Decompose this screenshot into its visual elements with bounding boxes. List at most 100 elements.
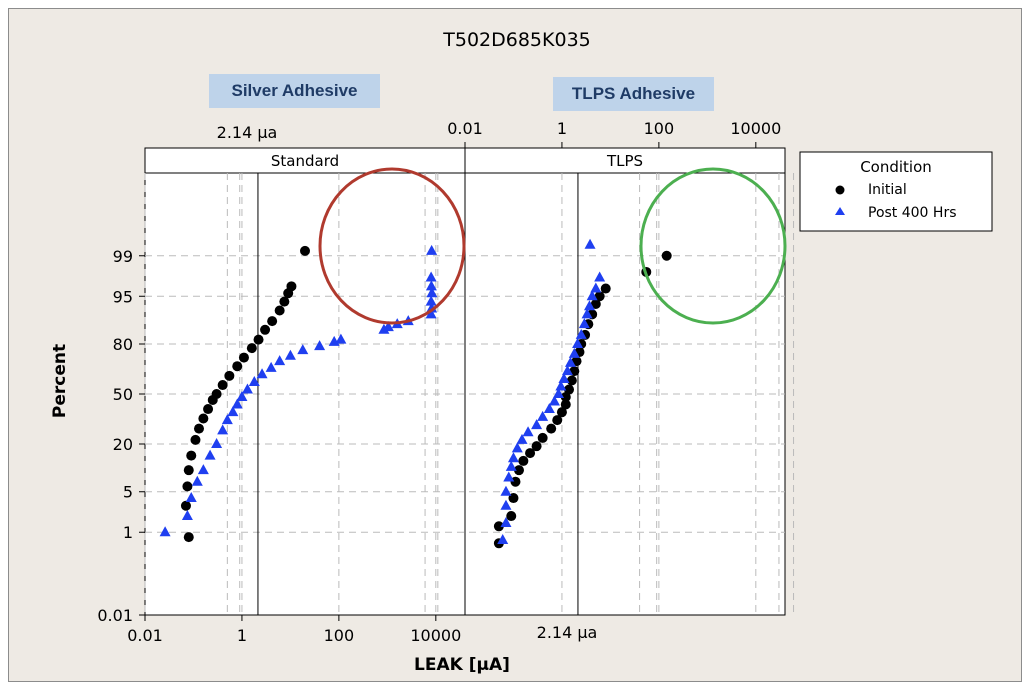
legend-title: Condition — [860, 158, 932, 176]
point-initial — [286, 281, 297, 292]
panel-strip-standard — [144, 147, 466, 174]
point-post-400-hrs — [221, 414, 233, 425]
point-initial — [566, 375, 577, 386]
point-post-400-hrs — [211, 438, 223, 449]
x-tick-label-bottom: 10000 — [410, 626, 461, 645]
point-post-400-hrs — [581, 308, 593, 319]
y-tick-label: 1 — [123, 523, 133, 542]
y-tick-label: 20 — [113, 435, 133, 454]
point-post-400-hrs — [191, 475, 203, 486]
point-post-400-hrs — [590, 282, 602, 293]
y-tick-label: 50 — [113, 385, 133, 404]
point-post-400-hrs — [425, 271, 437, 282]
point-post-400-hrs — [564, 356, 576, 367]
panel-title-standard: Standard — [271, 152, 339, 170]
x-tick-label-top: 10000 — [730, 119, 781, 138]
point-post-400-hrs — [335, 333, 347, 344]
point-post-400-hrs — [227, 406, 239, 417]
chart-title: T502D685K035 — [442, 29, 591, 51]
point-post-400-hrs — [382, 321, 394, 332]
point-initial — [211, 389, 222, 399]
point-initial — [246, 343, 257, 354]
point-post-400-hrs — [378, 323, 390, 334]
point-post-400-hrs — [497, 534, 509, 545]
point-initial — [267, 316, 278, 327]
point-initial — [274, 305, 285, 316]
point-post-400-hrs — [256, 368, 268, 379]
point-initial — [300, 245, 310, 256]
point-initial — [198, 413, 209, 424]
y-tick-label: 80 — [113, 335, 133, 354]
point-post-400-hrs — [558, 372, 570, 383]
point-post-400-hrs — [507, 452, 519, 463]
panel-strip-tlps — [464, 147, 786, 174]
point-post-400-hrs — [575, 328, 587, 339]
point-post-400-hrs — [274, 355, 286, 366]
x-tick-label-bottom: 100 — [324, 626, 355, 645]
point-post-400-hrs — [426, 287, 438, 298]
x-tick-label-top: 1 — [557, 119, 567, 138]
point-initial — [217, 380, 228, 391]
point-initial — [203, 404, 214, 415]
legend-marker-initial — [835, 185, 845, 195]
point-post-400-hrs — [236, 390, 248, 401]
point-initial — [537, 432, 548, 443]
point-initial — [518, 455, 529, 466]
point-post-400-hrs — [561, 365, 573, 376]
point-post-400-hrs — [555, 380, 567, 391]
point-post-400-hrs — [248, 376, 260, 387]
data-marks — [159, 238, 672, 549]
x-tick-label-top: 0.01 — [447, 119, 483, 138]
point-initial — [513, 465, 524, 476]
axes: 0.01 1 5 20 50 80 95 99 0.01 1 100 10000 0.01 1 100 100… — [97, 119, 781, 645]
point-initial — [253, 334, 264, 345]
point-post-400-hrs — [159, 526, 171, 537]
point-post-400-hrs — [426, 244, 438, 255]
point-post-400-hrs — [578, 318, 590, 329]
point-post-400-hrs — [500, 485, 512, 496]
point-post-400-hrs — [543, 403, 555, 414]
point-post-400-hrs — [241, 383, 253, 394]
point-post-400-hrs — [425, 295, 437, 306]
point-post-400-hrs — [548, 395, 560, 406]
point-post-400-hrs — [425, 308, 437, 319]
callout-tlps-adhesive: TLPS Adhesive — [553, 77, 714, 111]
ref-line-label-bottom: 2.14 μa — [537, 623, 598, 642]
point-initial — [590, 299, 601, 310]
point-initial — [183, 465, 194, 476]
point-initial — [560, 391, 571, 402]
point-post-400-hrs — [586, 290, 598, 301]
legend-marker-post400 — [835, 207, 845, 215]
point-post-400-hrs — [505, 460, 517, 471]
y-tick-label: 99 — [113, 247, 133, 266]
highlight-circle-green — [639, 167, 787, 325]
point-post-400-hrs — [217, 424, 229, 435]
point-initial — [260, 324, 271, 335]
point-initial — [661, 250, 672, 261]
point-initial — [232, 361, 243, 372]
point-initial — [190, 434, 201, 445]
point-initial — [193, 423, 204, 434]
point-post-400-hrs — [568, 347, 580, 358]
point-initial — [224, 370, 235, 381]
point-post-400-hrs — [204, 449, 216, 460]
point-initial — [564, 384, 575, 395]
x-axis-label: LEAK [μA] — [414, 655, 510, 675]
point-post-400-hrs — [314, 340, 326, 351]
point-initial — [546, 423, 557, 434]
point-post-400-hrs — [500, 516, 512, 527]
x-tick-label-bottom: 1 — [237, 626, 247, 645]
point-initial — [238, 352, 249, 363]
point-post-400-hrs — [553, 388, 565, 398]
y-tick-label: 95 — [113, 287, 133, 306]
point-post-400-hrs — [197, 464, 209, 475]
callout-silver-adhesive: Silver Adhesive — [209, 74, 380, 108]
point-initial — [594, 291, 605, 302]
point-post-400-hrs — [425, 280, 437, 291]
point-post-400-hrs — [522, 426, 534, 437]
point-post-400-hrs — [185, 492, 197, 503]
legend-label-initial: Initial — [868, 182, 907, 198]
point-initial — [525, 448, 536, 459]
legend-box — [799, 151, 993, 232]
point-post-400-hrs — [583, 300, 595, 311]
